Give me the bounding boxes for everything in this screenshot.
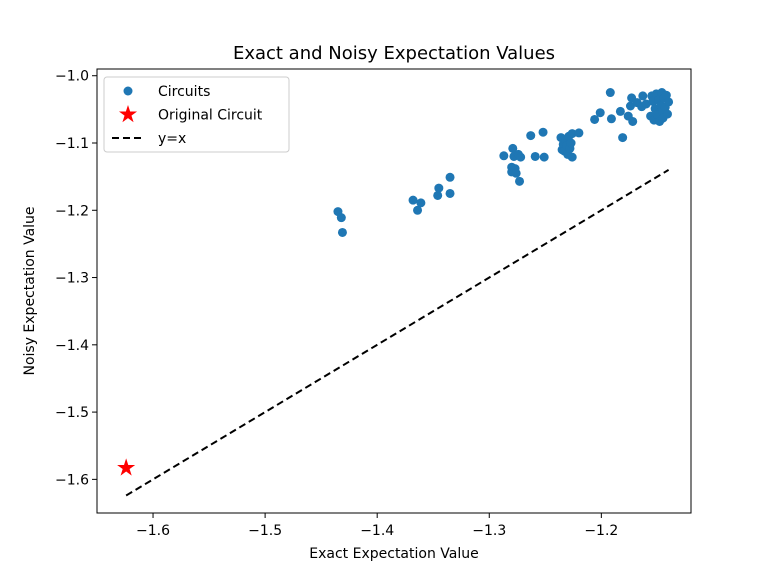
circuit-point <box>628 116 638 126</box>
circuit-point <box>595 108 605 118</box>
circuit-point <box>530 151 540 161</box>
circuit-point <box>567 129 577 139</box>
circuit-point <box>574 128 584 138</box>
y-tick-label: −1.2 <box>55 203 89 219</box>
y-tick-label: −1.4 <box>55 338 89 354</box>
circuit-point <box>539 152 549 162</box>
legend-circle-marker <box>123 86 133 96</box>
y-tick-label: −1.6 <box>55 472 89 488</box>
circuit-point <box>508 143 518 153</box>
identity-line <box>125 169 670 497</box>
circuit-point <box>499 151 509 161</box>
x-tick-label: −1.6 <box>136 523 170 539</box>
series-original-circuit <box>117 458 136 476</box>
circuit-point <box>511 168 521 178</box>
legend-label: Circuits <box>158 84 210 100</box>
axes-frame <box>96 68 692 514</box>
circuit-point <box>515 176 525 186</box>
circuit-point <box>445 188 455 198</box>
y-tick-label: −1.5 <box>55 405 89 421</box>
circuit-point <box>567 152 577 162</box>
circuit-point <box>526 131 536 141</box>
circuit-point <box>590 114 600 124</box>
circuit-point <box>416 198 426 208</box>
x-axis-label: Exact Expectation Value <box>309 546 478 562</box>
circuit-point <box>433 190 443 200</box>
legend-star-marker <box>118 105 138 123</box>
y-tick-label: −1.0 <box>55 69 89 85</box>
circuit-point <box>566 138 576 148</box>
y-axis-label: Noisy Expectation Value <box>22 206 38 375</box>
circuit-point <box>445 172 455 182</box>
circuit-point <box>605 88 615 98</box>
legend: Circuits Original Circuit y=x <box>103 76 290 153</box>
circuit-point <box>638 91 648 101</box>
x-tick-label: −1.4 <box>360 523 394 539</box>
circuit-point <box>408 195 418 205</box>
series-y-x <box>125 169 670 497</box>
chart-title: Exact and Noisy Expectation Values <box>233 43 555 64</box>
circuit-point <box>606 114 616 124</box>
circuit-point <box>662 109 672 119</box>
legend-label: Original Circuit <box>158 108 263 124</box>
x-tick-label: −1.2 <box>584 523 618 539</box>
circuit-point <box>615 106 625 116</box>
legend-label: y=x <box>158 131 186 147</box>
y-tick-label: −1.1 <box>55 136 89 152</box>
circuit-point <box>664 97 674 107</box>
x-tick-label: −1.5 <box>248 523 282 539</box>
circuit-point <box>538 127 548 137</box>
circuit-point <box>618 133 628 143</box>
circuit-point <box>434 183 444 193</box>
circuit-point <box>516 152 526 162</box>
legend-box <box>103 76 290 153</box>
plot-area: −1.6 −1.5 −1.4 −1.3 −1.2 −1.0 −1.1 −1.2 −1.3 −1.4… <box>55 68 692 539</box>
series-circuits <box>333 88 674 237</box>
circuit-point <box>413 205 423 215</box>
circuit-point <box>337 227 347 237</box>
circuit-point <box>625 101 635 111</box>
x-tick-label: −1.3 <box>472 523 506 539</box>
circuit-point <box>336 213 346 223</box>
y-tick-label: −1.3 <box>55 271 89 287</box>
original-circuit-marker <box>117 458 136 476</box>
